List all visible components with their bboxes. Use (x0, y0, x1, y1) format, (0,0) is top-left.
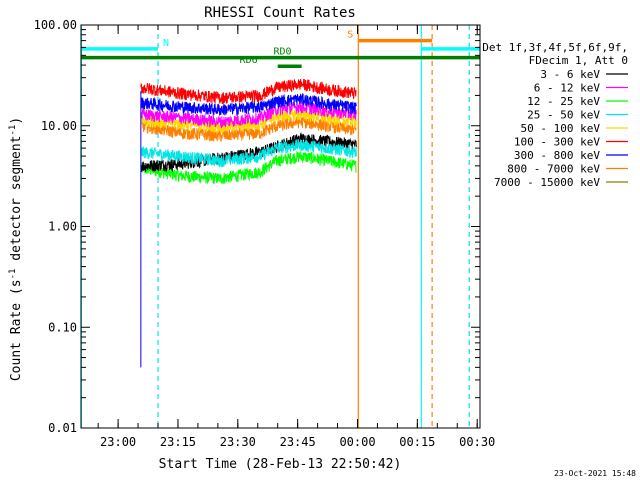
series-line-12-25keV (140, 151, 357, 185)
y-tick-label: 100.00 (34, 18, 77, 32)
flag-label-RD0: RD0 (273, 47, 291, 58)
series-line-6-12keV (140, 100, 357, 129)
x-tick-label: 23:00 (100, 435, 136, 449)
series-line-50-100keV (140, 108, 357, 135)
series-lines (140, 78, 357, 368)
legend-entry-label: 7000 - 15000 keV (494, 176, 600, 189)
y-tick-label: 10.00 (41, 119, 77, 133)
chart-title: RHESSI Count Rates (204, 5, 356, 21)
y-tick-label: 0.01 (48, 421, 77, 435)
flag-bars: N S RD0 RD6 (81, 30, 480, 68)
series-line-25-50keV (140, 139, 357, 168)
legend-header-line: Det 1f,3f,4f,5f,6f,9f, (482, 41, 628, 54)
series-line-800-7000keV (140, 114, 357, 142)
x-tick-label: 00:00 (339, 435, 375, 449)
legend-entry-label: 300 - 800 keV (514, 149, 600, 162)
flag-label-S: S (347, 30, 353, 41)
legend-entry-label: 100 - 300 keV (514, 136, 600, 149)
legend-header-line: FDecim 1, Att 0 (529, 54, 628, 67)
x-tick-label: 00:15 (399, 435, 435, 449)
x-tick-label: 23:30 (220, 435, 256, 449)
series-line-300-800keV (140, 93, 357, 117)
series-line-3-6keV (140, 131, 357, 173)
legend-entry-label: 3 - 6 keV (540, 68, 600, 81)
series-line-100-300keV (140, 78, 357, 105)
flag-label-RD6: RD6 (240, 55, 258, 66)
legend-entry-label: 25 - 50 keV (527, 109, 600, 122)
y-axis-label: Count Rate (s-1 detector segment-1) (8, 117, 24, 381)
flag-label-N: N (163, 38, 169, 49)
axes: 0.01 0.10 1.00 10.00 100.00 23:00 23:15 23:30 23… (34, 18, 496, 449)
x-tick-label: 00:30 (459, 435, 495, 449)
x-tick-label: 23:45 (280, 435, 316, 449)
x-axis-label: Start Time (28-Feb-13 22:50:42) (159, 457, 402, 472)
legend-entry-label: 50 - 100 keV (521, 122, 601, 135)
x-tick-label: 23:15 (160, 435, 196, 449)
legend-entry-label: 6 - 12 keV (534, 82, 601, 95)
y-tick-label: 0.10 (48, 320, 77, 334)
legend-entry-label: 12 - 25 keV (527, 95, 600, 108)
y-tick-label: 1.00 (48, 220, 77, 234)
legend: Det 1f,3f,4f,5f,6f,9f,FDecim 1, Att 03 -… (482, 41, 628, 189)
timestamp-label: 23-Oct-2021 15:48 (554, 469, 636, 478)
legend-entry-label: 800 - 7000 keV (507, 163, 600, 176)
